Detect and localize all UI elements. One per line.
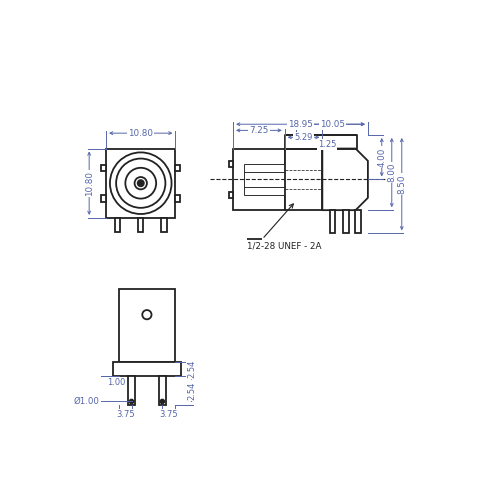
Bar: [119, 289, 174, 362]
Text: 2.54: 2.54: [187, 360, 196, 378]
Bar: [113, 362, 181, 376]
Text: 2.54: 2.54: [187, 382, 196, 400]
Bar: [106, 148, 176, 218]
Text: 1/2-28 UNEF - 2A: 1/2-28 UNEF - 2A: [246, 242, 321, 250]
Bar: [284, 148, 323, 210]
Text: Ø1.00: Ø1.00: [74, 397, 99, 406]
Circle shape: [130, 400, 134, 404]
Bar: [355, 210, 360, 233]
Bar: [128, 376, 135, 406]
Bar: [115, 218, 120, 232]
Polygon shape: [322, 148, 368, 210]
Bar: [102, 165, 106, 171]
Text: 8.00: 8.00: [388, 163, 396, 182]
Bar: [230, 161, 233, 167]
Bar: [176, 196, 180, 202]
Circle shape: [160, 400, 164, 404]
Bar: [176, 165, 180, 171]
Text: 7.25: 7.25: [249, 126, 268, 135]
Text: 8.50: 8.50: [398, 174, 406, 194]
Text: 4.00: 4.00: [378, 148, 386, 167]
Bar: [330, 210, 335, 233]
Circle shape: [138, 180, 144, 186]
Bar: [159, 376, 166, 406]
Text: 10.05: 10.05: [320, 120, 344, 128]
Text: 10.80: 10.80: [128, 128, 153, 138]
Bar: [138, 218, 143, 232]
Text: 18.95: 18.95: [288, 120, 313, 128]
Text: 3.75: 3.75: [116, 410, 134, 419]
Text: 1.25: 1.25: [318, 140, 336, 148]
Bar: [161, 218, 166, 232]
Text: 1.00: 1.00: [107, 378, 126, 386]
Text: 10.80: 10.80: [84, 170, 94, 196]
Bar: [233, 148, 284, 210]
Bar: [102, 196, 106, 202]
Polygon shape: [284, 135, 357, 148]
Text: 5.29: 5.29: [294, 133, 312, 142]
Bar: [244, 164, 284, 194]
Text: 3.75: 3.75: [159, 410, 178, 419]
Bar: [344, 210, 348, 233]
Bar: [230, 192, 233, 198]
